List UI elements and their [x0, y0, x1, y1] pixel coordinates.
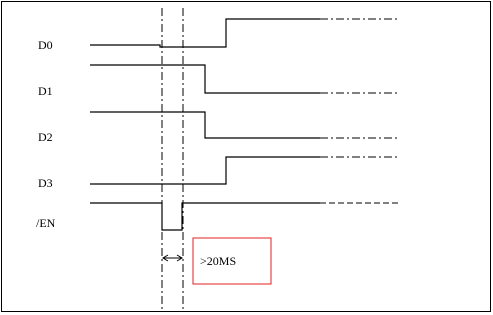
arrow-head: [176, 254, 183, 262]
annotation: >20MS: [200, 254, 236, 268]
waveform: [90, 202, 320, 231]
signal-label: D3: [38, 176, 53, 190]
arrow-head: [162, 254, 169, 262]
waveform: [90, 18, 320, 48]
waveform: [90, 111, 320, 139]
waveform: [90, 64, 320, 94]
signal-label: /EN: [36, 216, 56, 230]
signal-label: D0: [38, 38, 53, 52]
annotation-box: [192, 237, 272, 285]
signal-label: D1: [38, 84, 53, 98]
waveform: [90, 156, 320, 185]
signal-label: D2: [38, 130, 53, 144]
